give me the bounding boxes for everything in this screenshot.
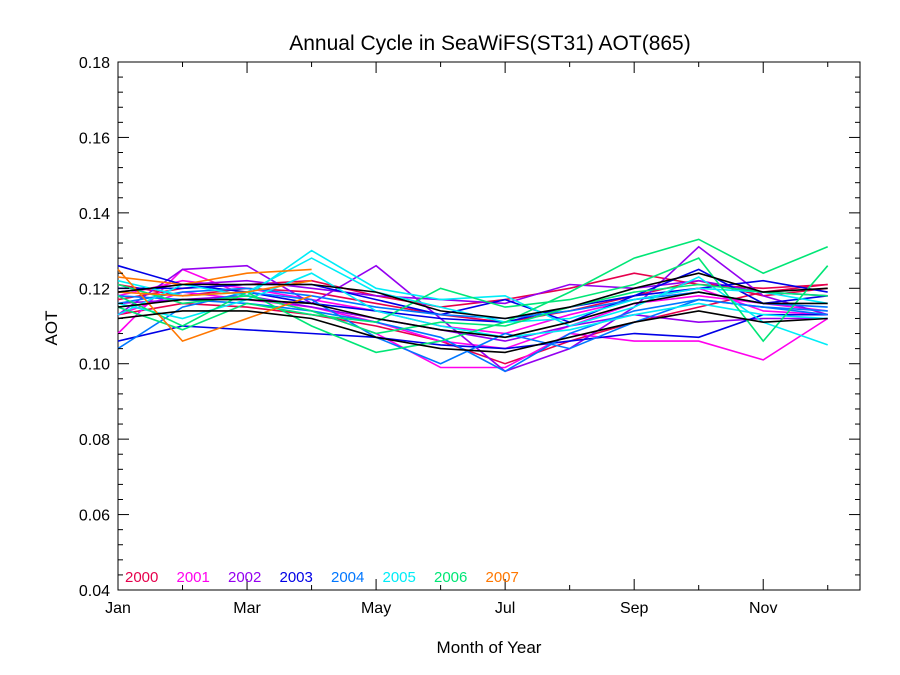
y-tick-label: 0.12 [79, 281, 110, 298]
legend-entry-2001: 2001 [177, 569, 210, 586]
series-line-27 [117, 310, 828, 354]
y-tick-label: 0.06 [79, 508, 110, 525]
legend-entry-2005: 2005 [383, 569, 416, 586]
chart-title: Annual Cycle in SeaWiFS(ST31) AOT(865) [289, 32, 690, 55]
x-tick-label: Sep [620, 600, 649, 617]
y-tick-label: 0.14 [79, 206, 110, 223]
x-tick-label: Nov [749, 600, 777, 617]
series-line-20 [117, 257, 829, 343]
series-lines [117, 238, 829, 373]
series-line-7 [117, 245, 828, 373]
y-tick-labels: 0.04 0.06 0.08 0.10 0.12 0.14 0.16 0.18 [79, 55, 110, 600]
series-line-26 [117, 291, 828, 339]
series-line-10 [117, 264, 828, 324]
legend-entry-2002: 2002 [228, 569, 261, 586]
series-line-22 [117, 268, 312, 343]
x-tick-label: May [361, 600, 391, 617]
y-tick-label: 0.04 [79, 583, 110, 600]
y-axis-label: AOT [42, 311, 61, 346]
y-tick-label: 0.08 [79, 432, 110, 449]
legend-entry-2000: 2000 [125, 569, 158, 586]
legend-entry-2003: 2003 [280, 569, 313, 586]
legend: 2000 2001 2002 2003 2004 2005 2006 2007 [125, 569, 519, 586]
axis-ticks [117, 61, 860, 591]
series-line-8 [117, 279, 828, 305]
x-tick-label: Jul [495, 600, 515, 617]
x-tick-label: Jan [105, 600, 131, 617]
y-tick-label: 0.18 [79, 55, 110, 72]
series-line-24 [117, 279, 312, 297]
x-tick-label: Mar [233, 600, 261, 617]
legend-entry-2007: 2007 [486, 569, 519, 586]
series-line-23 [117, 268, 312, 286]
y-tick-label: 0.16 [79, 130, 110, 147]
x-axis-label: Month of Year [437, 638, 542, 657]
legend-entry-2006: 2006 [434, 569, 467, 586]
y-tick-label: 0.10 [79, 357, 110, 374]
plot-frame [117, 61, 861, 591]
series-line-11 [117, 313, 828, 350]
x-tick-labels: Jan Mar May Jul Sep Nov [105, 600, 777, 617]
legend-entry-2004: 2004 [331, 569, 364, 586]
series-line-21 [117, 283, 828, 335]
plot-area [117, 61, 861, 591]
series-line-25 [117, 272, 828, 320]
series-line-6 [117, 279, 828, 335]
